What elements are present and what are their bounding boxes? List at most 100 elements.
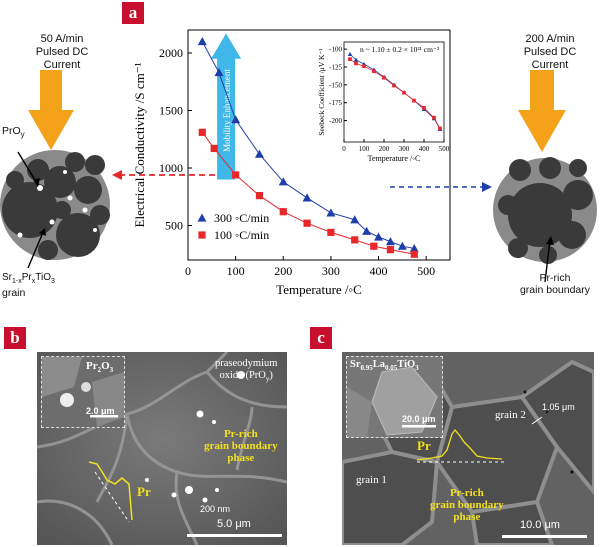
main-legend-label-0: 300 ◦C/min [214, 211, 269, 225]
right-microstructure-schematic [493, 70, 597, 283]
left-microstructure-schematic [0, 70, 110, 269]
panel-label-a: a [122, 2, 144, 24]
inset-series-0-point-1 [353, 57, 359, 62]
inset-xtick-label-4: 400 [419, 145, 430, 153]
inset-series-1-point-9 [432, 115, 436, 120]
sem-b-inset: Pr2O3 2.0 μm [41, 356, 125, 428]
inset-ytick-label-1: -125 [329, 64, 342, 72]
main-series-0-point-4 [278, 177, 288, 186]
main-ytick-label-3: 2000 [159, 46, 183, 60]
inset-annotation: n ~ 1.10 ± 0.2 × 10²¹ cm⁻³ [360, 45, 440, 54]
inset-ytick-label-3: -175 [329, 99, 342, 107]
inset-ytick-label-4: -200 [329, 117, 342, 125]
main-series-1-point-5 [303, 219, 311, 227]
main-xlabel: Temperature /◦C [276, 282, 362, 297]
right-current-line2: Pulsed DC [523, 46, 577, 58]
main-series-1-point-6 [327, 228, 335, 236]
inset-ylabel: Seebeck Coefficient /μV K⁻¹ [317, 48, 326, 135]
main-xtick-label-3: 300 [322, 264, 340, 278]
inset-series-1-point-10 [438, 126, 442, 131]
main-series-1-point-4 [279, 208, 287, 216]
inset-series-1-point-1 [354, 61, 358, 66]
main-series-0-point-6 [326, 208, 336, 217]
sem-b-scalebar [187, 534, 282, 537]
inset-ytick-label-0: -100 [329, 46, 342, 54]
sem-b-inset-scale: 2.0 μm [86, 406, 115, 416]
main-series-1-point-9 [386, 246, 395, 254]
main-series-0-point-9 [374, 232, 384, 241]
inset-xtick-label-1: 100 [359, 145, 370, 153]
main-series-1-point-8 [370, 242, 378, 250]
main-series-1-point-2 [232, 171, 240, 179]
inset-series-1-point-7 [412, 98, 416, 103]
main-xtick-label-0: 0 [185, 264, 191, 278]
sem-c-inset: Sr0.95La0.05TiO3 20.0 μm [346, 356, 443, 438]
sem-image-b: Pr2O3 2.0 μm praseodymium oxide (PrOy) P… [37, 352, 287, 545]
inset-series-1-point-0 [348, 57, 352, 61]
right-current-line3: Current [531, 59, 569, 71]
main-ylabel: Electrical Conductivity /S cm⁻¹ [132, 62, 147, 227]
right-grain-cluster [493, 157, 597, 264]
left-grain-word: grain [2, 287, 26, 299]
sem-image-c: Sr0.95La0.05TiO3 20.0 μm 1.05 μm grain 2… [342, 352, 594, 545]
sem-c-inset-scale: 20.0 μm [402, 414, 436, 424]
main-series-0-point-10 [385, 237, 395, 246]
main-series-0-point-0 [197, 37, 207, 46]
panel-label-c: c [310, 327, 332, 349]
inset-series-1-point-6 [402, 90, 406, 95]
left-current-arrow-icon [28, 70, 74, 150]
sem-b-scale-label: 5.0 μm [217, 518, 251, 530]
main-ytick-label-1: 1000 [159, 161, 183, 175]
inset-series-0-point-0 [347, 51, 353, 56]
main-series-0-point-5 [302, 193, 312, 202]
main-series-0-point-11 [397, 241, 407, 250]
sem-b-pr-label: Pr [137, 484, 151, 499]
right-current-line1: 200 A/min [525, 33, 575, 45]
main-xtick-label-2: 200 [274, 264, 292, 278]
phase-pointer-line [17, 151, 39, 186]
main-series-0-point-8 [362, 226, 372, 235]
sem-c-scalebar [502, 535, 587, 538]
left-current-label: 50 A/min Pulsed DC Current [22, 33, 102, 72]
inset-plot-frame [343, 41, 445, 143]
main-series-0-point-2 [231, 115, 241, 124]
inset-series-1-point-4 [382, 75, 386, 80]
inset-series-1 [348, 57, 442, 131]
inset-xtick-label-5: 500 [439, 145, 450, 153]
sem-b-gb-label: Pr-rich grain boundary phase [204, 428, 278, 464]
sem-c-size-label: 1.05 μm [542, 402, 575, 412]
left-phase-label: PrOy [2, 125, 25, 140]
right-boundary-label: Pr-rich grain boundary [519, 272, 591, 296]
sem-b-inset-label: Pr2O3 [86, 360, 114, 375]
inset-xtick-label-3: 300 [399, 145, 410, 153]
main-series-0-point-3 [254, 149, 264, 158]
right-current-label: 200 A/min Pulsed DC Current [505, 33, 595, 72]
left-current-line2: Pulsed DC [35, 46, 89, 58]
right-current-arrow-icon [518, 70, 566, 152]
main-plot-frame [187, 29, 451, 261]
sem-c-grain1-label: grain 1 [356, 474, 387, 486]
main-series-0-point-7 [350, 215, 360, 224]
left-grain-label: Sr1-xPrxTiO3 [2, 272, 55, 285]
main-legend-marker-1 [198, 231, 206, 239]
main-series-1-point-0 [198, 128, 206, 136]
sem-b-size-label: 200 nm [200, 504, 231, 514]
main-xtick-label-4: 400 [370, 264, 388, 278]
inset-xlabel: Temperature /◦C [368, 154, 421, 163]
inset-xtick-label-2: 200 [379, 145, 390, 153]
left-grain-cluster [0, 150, 110, 260]
main-series-0-point-1 [214, 68, 224, 77]
grain-pointer-line [27, 229, 45, 269]
main-series-1-point-10 [410, 250, 418, 258]
main-series-1-point-7 [351, 236, 359, 244]
inset-series-1-point-3 [372, 69, 376, 74]
inset-xtick-label-0: 0 [342, 145, 346, 153]
conductivity-chart: Mobility Enhancement 0 100 200 300 400 500 500 1… [132, 29, 451, 297]
inset-series-1-point-2 [362, 64, 366, 69]
mobility-annotation: Mobility Enhancement [222, 69, 232, 152]
boundary-pointer-line [544, 239, 551, 283]
inset-ytick-label-2: -150 [329, 81, 342, 89]
main-ytick-label-0: 500 [165, 219, 183, 233]
sem-c-grain2-label: grain 2 [495, 409, 526, 421]
left-current-line3: Current [43, 59, 81, 71]
